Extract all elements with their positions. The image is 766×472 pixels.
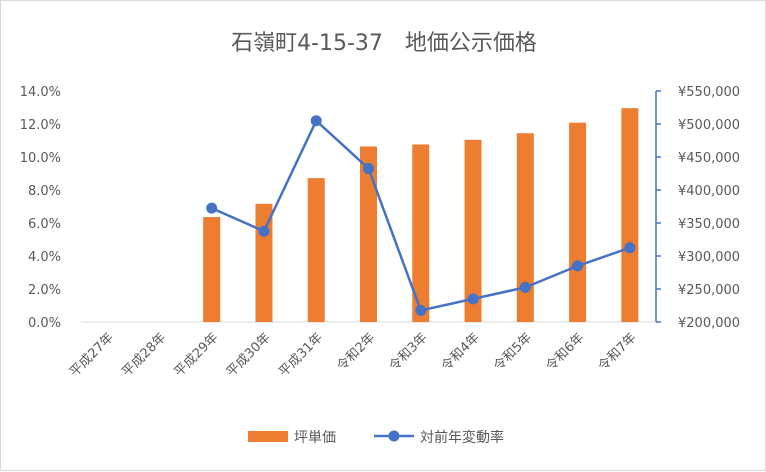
left-tick-label: 10.0% [20, 151, 61, 166]
legend-swatch-marker [388, 430, 400, 442]
line-point [624, 242, 636, 254]
left-tick-label: 8.0% [28, 184, 61, 199]
bar [516, 133, 534, 322]
right-tick-label: ¥450,000 [678, 151, 740, 166]
right-tick-label: ¥300,000 [678, 250, 740, 265]
line-point [415, 304, 427, 316]
left-tick-label: 14.0% [20, 85, 61, 100]
line-series [206, 115, 636, 316]
category-label: 令和6年 [543, 330, 587, 374]
bar [464, 139, 482, 322]
bar [307, 178, 325, 322]
bar [360, 146, 377, 322]
right-tick-label: ¥200,000 [678, 316, 740, 331]
legend: 坪単価 対前年変動率 [248, 429, 504, 446]
category-label: 平成30年 [224, 330, 274, 380]
category-label: 平成27年 [67, 330, 117, 380]
bar-series [203, 108, 639, 323]
bar [569, 122, 587, 323]
right-tick-label: ¥500,000 [678, 118, 740, 133]
legend-label-bar: 坪単価 [294, 430, 336, 446]
left-tick-label: 4.0% [28, 250, 61, 265]
chart-title: 石嶺町4-15-37 地価公示価格 [231, 31, 537, 56]
right-tick-label: ¥250,000 [678, 283, 740, 298]
left-tick-label: 2.0% [28, 283, 61, 298]
line-point [206, 202, 218, 214]
line-point [519, 281, 531, 293]
right-axis: ¥200,000 ¥250,000 ¥300,000 ¥350,000 ¥400,000… [655, 85, 740, 331]
legend-swatch-bar [248, 431, 288, 442]
category-label: 令和3年 [387, 330, 431, 374]
bar [621, 108, 639, 322]
category-label: 平成28年 [119, 330, 169, 380]
category-label: 令和4年 [439, 330, 483, 374]
legend-label-line: 対前年変動率 [420, 429, 504, 446]
category-label: 令和5年 [491, 330, 535, 374]
category-label: 令和7年 [596, 330, 640, 374]
left-tick-label: 6.0% [28, 217, 61, 232]
line-point [258, 225, 270, 237]
bar [203, 217, 221, 322]
bar [412, 144, 430, 322]
line-point [363, 163, 374, 175]
line-point [310, 115, 322, 127]
left-axis: 0.0% 2.0% 4.0% 6.0% 8.0% 10.0% 12.0% 14.0% [20, 85, 61, 331]
category-label: 平成31年 [276, 330, 326, 380]
category-label: 平成29年 [172, 330, 222, 380]
left-tick-label: 0.0% [28, 316, 61, 331]
right-tick-label: ¥350,000 [678, 217, 740, 232]
line-point [572, 260, 584, 272]
right-tick-label: ¥550,000 [678, 85, 740, 100]
right-tick-label: ¥400,000 [678, 184, 740, 199]
category-label: 令和2年 [334, 330, 378, 374]
x-axis: 平成27年 平成28年 平成29年 平成30年 平成31年 令和2年 令和3年 令和4年 令和5… [67, 321, 656, 380]
line-point [467, 293, 479, 305]
left-tick-label: 12.0% [20, 118, 61, 133]
